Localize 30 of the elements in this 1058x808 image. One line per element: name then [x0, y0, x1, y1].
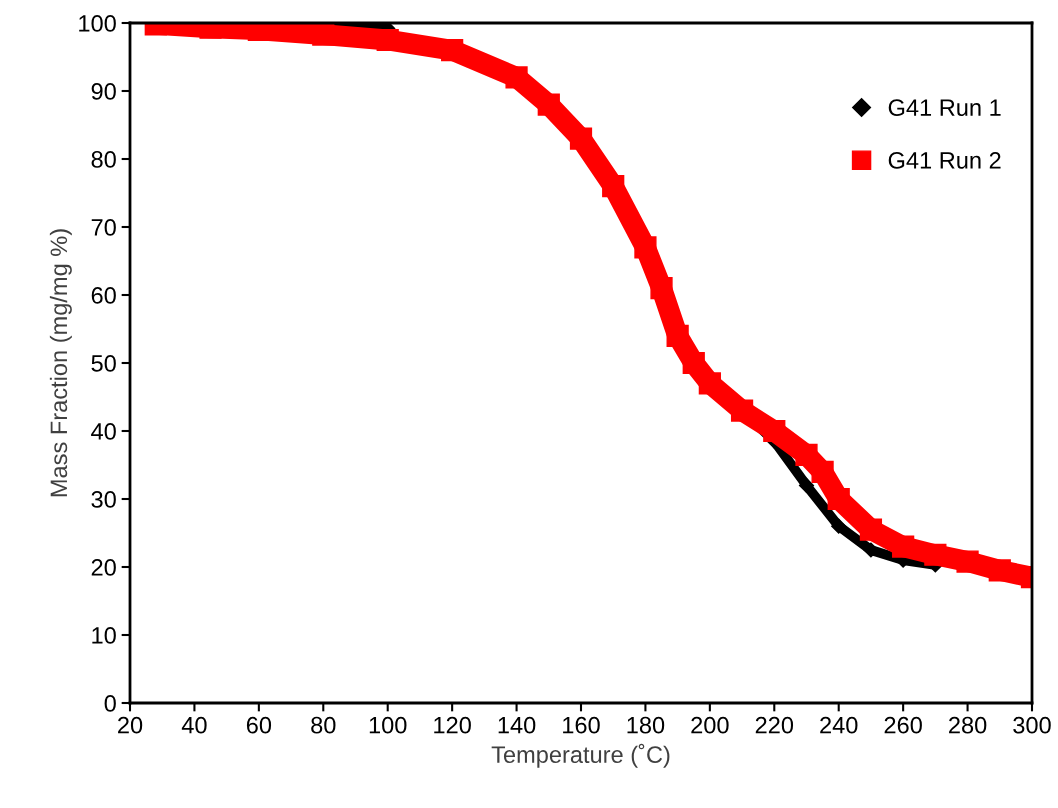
x-tick-label: 220 — [755, 716, 794, 734]
x-tick-label: 20 — [118, 716, 143, 734]
y-tick-label: 20 — [91, 559, 116, 576]
y-tick-label: 30 — [91, 491, 116, 508]
legend-label: G41 Run 1 — [888, 99, 1001, 116]
x-axis-title: Temperature (˚C) — [491, 743, 670, 768]
y-tick-label: 0 — [104, 695, 116, 712]
x-tick-label: 140 — [498, 716, 536, 734]
legend-label: G41 Run 2 — [888, 151, 1001, 169]
x-tick-label: 60 — [246, 716, 272, 734]
x-tick-label: 80 — [311, 716, 336, 734]
x-tick-label: 120 — [434, 716, 471, 734]
y-tick-label: 100 — [79, 15, 116, 32]
x-tick-label: 180 — [627, 716, 665, 734]
x-tick-label: 280 — [949, 716, 987, 734]
y-axis-title: Mass Fraction (mg/mg %) — [49, 229, 72, 497]
y-tick-label: 40 — [91, 423, 116, 440]
x-tick-label: 240 — [820, 716, 858, 734]
x-tick-label: 160 — [563, 716, 600, 734]
y-tick-label: 50 — [91, 355, 116, 372]
x-tick-label: 100 — [369, 716, 407, 734]
x-tick-label: 200 — [691, 716, 729, 734]
x-tick-label: 40 — [181, 716, 207, 734]
x-tick-label: 300 — [1013, 716, 1051, 734]
y-tick-label: 80 — [91, 151, 116, 168]
y-tick-label: 90 — [91, 83, 116, 100]
y-tick-label: 10 — [92, 627, 116, 644]
y-tick-label: 60 — [91, 287, 116, 304]
y-tick-label: 70 — [91, 219, 116, 236]
x-tick-label: 260 — [884, 716, 922, 734]
